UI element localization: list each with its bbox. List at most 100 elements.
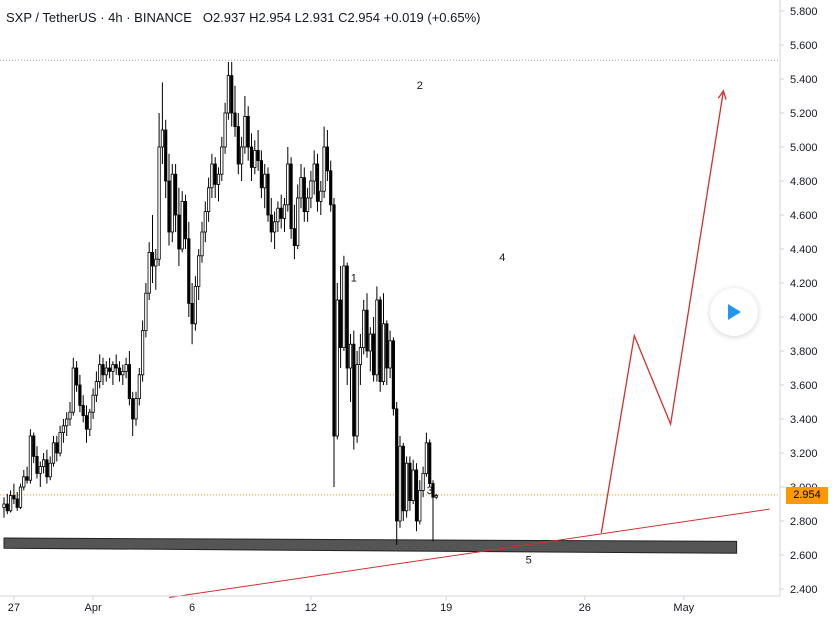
candle-body [286, 163, 290, 206]
high-value: 2.954 [258, 10, 292, 25]
candle-body [140, 330, 145, 376]
candle-body [101, 364, 105, 376]
candle-body [2, 503, 6, 508]
candle-body [177, 214, 181, 250]
candle-body [319, 190, 323, 202]
symbol-header: SXP / TetherUS · 4h · BINANCE O2.937 H2.… [6, 10, 481, 25]
candle-body [289, 163, 293, 229]
candle-body [332, 204, 336, 437]
y-tick-label: 5.600 [790, 40, 818, 52]
candle-body [338, 299, 343, 348]
grid-layer [0, 59, 780, 496]
candle-body [342, 265, 346, 348]
candle-body [431, 483, 435, 498]
candle-body [45, 459, 49, 478]
candle-body [61, 425, 66, 433]
candle-body [104, 367, 108, 376]
candle-body [243, 116, 247, 148]
candle-body [233, 112, 237, 128]
candle-body [408, 462, 412, 502]
exchange-label: BINANCE [134, 10, 192, 25]
candle-body [428, 442, 432, 484]
candle-body [253, 149, 257, 168]
candle-body [137, 374, 141, 399]
candle-body [5, 503, 9, 512]
candle-body [309, 180, 313, 199]
candle-body [249, 146, 254, 168]
wave-labels-layer: 1 2 3 4 5 [351, 80, 532, 566]
candle-body [160, 129, 164, 148]
candle-body [418, 489, 422, 522]
candle-body [335, 299, 339, 437]
candle-body [226, 75, 230, 114]
candle-body [292, 228, 297, 247]
trendline [168, 508, 770, 598]
support-zone [3, 537, 738, 554]
candle-body [71, 367, 75, 413]
candle-body [22, 476, 26, 488]
wave-label: 1 [351, 272, 357, 284]
open-label: O [202, 10, 213, 25]
candle-body [282, 204, 287, 219]
x-tick-label: 26 [579, 602, 591, 614]
candle-body [12, 495, 16, 500]
candle-body [345, 265, 349, 369]
candle-body [434, 495, 438, 498]
candle-body [239, 146, 244, 165]
axes-layer: 5.800 5.600 5.400 5.200 5.000 4.800 4.600 4.400… [0, 0, 818, 614]
symbol-name[interactable]: SXP / TetherUS [6, 10, 97, 25]
candle-body [157, 146, 161, 260]
candle-body [180, 200, 184, 250]
replay-button[interactable] [710, 288, 758, 336]
candle-body [35, 455, 39, 474]
candle-body [124, 364, 128, 372]
candle-body [246, 116, 250, 148]
candle-body [150, 251, 155, 267]
candle-body [190, 302, 194, 325]
candle-body [404, 462, 409, 512]
candle-body [424, 442, 429, 474]
projection-path [600, 90, 725, 534]
y-tick-label: 5.400 [790, 74, 818, 86]
candle-body [84, 415, 89, 430]
candle-body [167, 180, 171, 233]
candle-body [414, 469, 419, 522]
candle-body [183, 200, 188, 240]
candle-body [154, 258, 158, 267]
candle-body [375, 299, 379, 376]
y-tick-label: 2.800 [790, 516, 818, 528]
candle-body [358, 347, 363, 366]
candle-body [348, 343, 353, 369]
candle-body [381, 323, 386, 382]
candle-body [51, 442, 56, 464]
candle-body [117, 367, 122, 376]
candle-body [371, 333, 376, 376]
y-tick-label: 4.000 [790, 312, 818, 324]
candle-body [279, 207, 283, 219]
candle-body [315, 163, 320, 202]
x-tick-label: May [673, 602, 694, 614]
candle-body [18, 486, 23, 508]
candle-body [164, 129, 168, 182]
candle-body [108, 367, 112, 372]
candle-body [114, 364, 118, 369]
y-tick-label: 3.600 [790, 380, 818, 392]
candle-body [206, 187, 211, 213]
x-tick-label: 27 [8, 602, 20, 614]
candle-body [269, 214, 273, 233]
candle-body [276, 207, 280, 223]
candle-body [362, 309, 366, 349]
candle-body [121, 370, 125, 376]
candle-body [42, 459, 46, 467]
candle-body [55, 442, 59, 454]
change-value: +0.019 (+0.65%) [383, 10, 481, 25]
interval-label[interactable]: 4h [108, 10, 123, 25]
candle-body [368, 333, 372, 352]
candle-body [266, 173, 270, 216]
projection-arrowhead [717, 89, 727, 100]
candle-body [220, 146, 224, 175]
candle-body [32, 435, 36, 457]
candle-body [91, 394, 95, 413]
wave-label: 5 [526, 555, 532, 567]
